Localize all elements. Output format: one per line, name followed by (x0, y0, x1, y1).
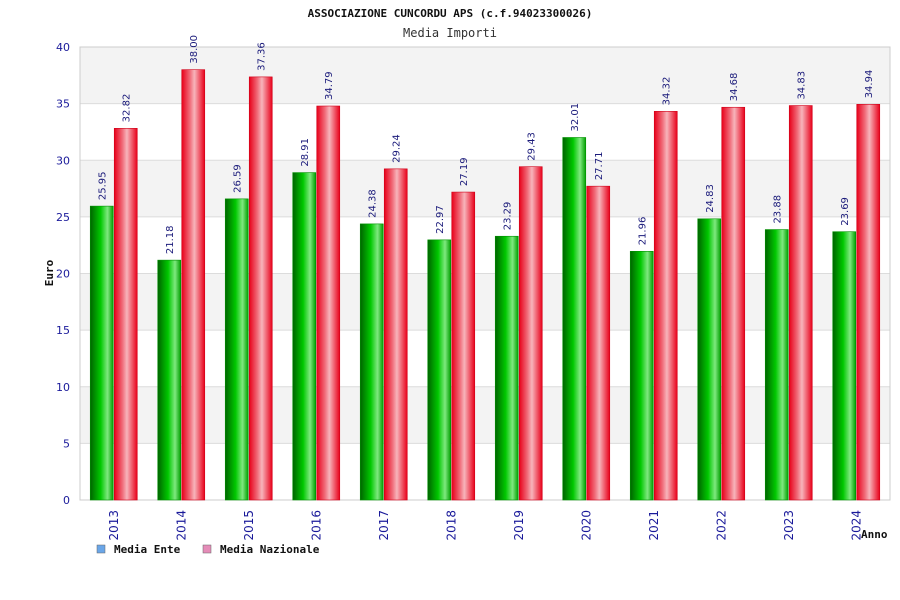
bars (89, 69, 881, 501)
value-label: 27.19 (459, 157, 470, 186)
x-tick-label: 2023 (782, 510, 796, 541)
x-tick-label: 2015 (242, 510, 256, 541)
legend-swatch-media-ente (96, 544, 106, 554)
bar-media-ente-2021 (629, 251, 654, 501)
value-label: 28.91 (300, 138, 311, 167)
x-tick-label: 2022 (714, 510, 728, 541)
legend-label-media-nazionale: Media Nazionale (220, 543, 320, 556)
bar-media-nazionale-2020 (586, 185, 611, 501)
value-label: 23.69 (840, 197, 851, 226)
bar-media-ente-2019 (494, 235, 519, 501)
y-tick-label: 20 (56, 268, 70, 281)
grid-band (80, 273, 890, 331)
bar-media-nazionale-2016 (316, 105, 341, 501)
bar-media-nazionale-2022 (721, 106, 746, 501)
bar-media-ente-2022 (697, 218, 722, 501)
x-tick-label: 2017 (377, 510, 391, 541)
bar-media-ente-2015 (224, 198, 249, 501)
value-label: 21.96 (638, 217, 649, 246)
x-tick-label: 2016 (309, 510, 323, 541)
bar-media-nazionale-2024 (856, 104, 881, 501)
chart-title: ASSOCIAZIONE CUNCORDU APS (c.f.940233000… (308, 7, 593, 20)
value-label: 34.68 (729, 73, 740, 102)
bar-media-nazionale-2023 (788, 105, 813, 501)
x-tick-label: 2013 (107, 510, 121, 541)
y-tick-label: 15 (56, 324, 70, 337)
grid-band (80, 443, 890, 500)
value-label: 34.83 (797, 71, 808, 100)
bar-media-nazionale-2018 (451, 191, 476, 501)
y-tick-label: 35 (56, 98, 70, 111)
y-tick-label: 40 (56, 41, 70, 54)
x-tick-label: 2020 (579, 510, 593, 541)
value-label: 29.24 (392, 134, 403, 163)
value-label: 22.97 (435, 205, 446, 234)
x-axis: 2013 2014 2015 2016 2017 2018 2019 2020 2021 2022… (107, 510, 864, 541)
y-axis: 0 5 10 15 20 25 30 35 40 (56, 41, 70, 507)
x-tick-label: 2024 (849, 510, 863, 541)
plot-area (79, 46, 891, 501)
y-tick-label: 25 (56, 211, 70, 224)
bar-media-ente-2023 (764, 229, 789, 501)
legend: Media Ente Media Nazionale (96, 543, 320, 556)
y-tick-label: 0 (63, 494, 70, 507)
bar-media-ente-2018 (427, 239, 452, 501)
x-tick-label: 2014 (174, 510, 188, 541)
value-labels: 25.95 32.82 21.18 38.00 26.59 37.36 28.91 34.79… (98, 35, 876, 254)
value-label: 27.71 (594, 152, 605, 181)
y-tick-label: 10 (56, 381, 70, 394)
y-tick-label: 30 (56, 154, 70, 167)
value-label: 29.43 (527, 132, 538, 161)
x-axis-title: Anno (861, 528, 888, 541)
bar-media-ente-2020 (562, 137, 587, 501)
bar-media-nazionale-2021 (653, 111, 678, 501)
value-label: 38.00 (189, 35, 200, 64)
bar-media-nazionale-2017 (383, 168, 408, 501)
grid-band (80, 330, 890, 387)
value-label: 25.95 (98, 171, 109, 200)
value-label: 23.88 (773, 195, 784, 224)
legend-label-media-ente: Media Ente (114, 543, 181, 556)
value-label: 23.29 (503, 202, 514, 231)
grid-band (80, 160, 890, 217)
value-label: 26.59 (233, 164, 244, 193)
bar-media-ente-2016 (292, 172, 317, 501)
value-label: 24.83 (705, 184, 716, 213)
bar-media-ente-2014 (157, 259, 182, 501)
value-label: 32.82 (122, 94, 133, 123)
bar-media-ente-2024 (832, 231, 857, 501)
grid-band (80, 103, 890, 161)
value-label: 34.94 (864, 70, 875, 99)
bar-media-nazionale-2014 (181, 69, 206, 501)
bar-media-nazionale-2019 (518, 166, 543, 501)
grid-band (80, 47, 890, 104)
x-tick-label: 2021 (647, 510, 661, 541)
value-label: 34.79 (324, 71, 335, 100)
value-label: 21.18 (165, 225, 176, 254)
value-label: 32.01 (570, 103, 581, 132)
x-tick-label: 2019 (512, 510, 526, 541)
grid-band (80, 216, 890, 274)
bar-media-nazionale-2013 (113, 128, 138, 501)
value-label: 24.38 (368, 189, 379, 218)
y-tick-label: 5 (63, 437, 70, 450)
value-label: 34.32 (662, 77, 673, 106)
y-axis-title: Euro (43, 259, 56, 286)
bar-media-ente-2013 (89, 205, 114, 501)
legend-swatch-media-nazionale (202, 544, 212, 554)
bar-media-nazionale-2015 (248, 76, 273, 501)
plot-border (79, 46, 891, 501)
value-label: 37.36 (257, 42, 268, 71)
grid-band (80, 386, 890, 444)
bar-media-ente-2017 (359, 223, 384, 501)
x-tick-label: 2018 (444, 510, 458, 541)
chart-subtitle: Media Importi (403, 26, 497, 40)
